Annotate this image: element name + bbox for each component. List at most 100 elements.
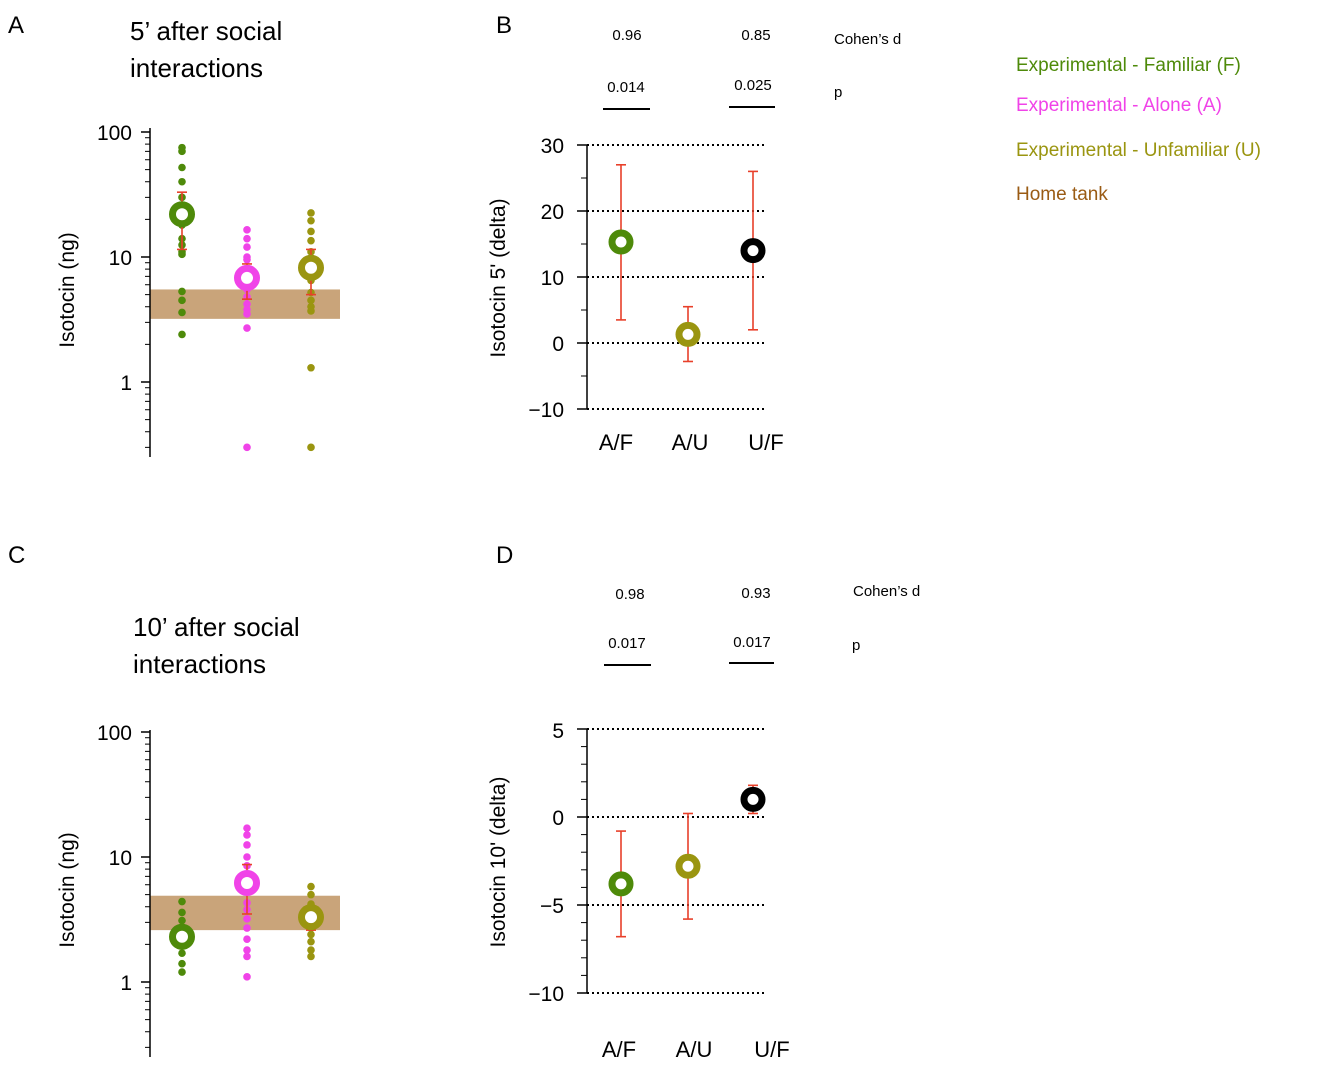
panel-b-tick-label-minus10: −10 <box>528 399 564 422</box>
panel-c-title-line2: interactions <box>133 649 266 679</box>
panel-a-mean-marker-a <box>234 264 260 291</box>
panel-a-y-axis-label: Isotocin (ng) <box>56 232 79 348</box>
panel-a-point-a <box>243 300 251 308</box>
panel-a-mean-marker-f <box>169 201 195 228</box>
panel-a-point-u <box>307 296 315 305</box>
panel-a-plot <box>141 128 340 457</box>
panel-d-tick-label-5: 5 <box>552 720 564 743</box>
panel-c-point-u <box>307 930 315 939</box>
panel-b-cohens-d-uf: 0.85 <box>741 27 770 44</box>
panel-b-effect-marker-uf <box>740 238 766 264</box>
panel-letter-c: C <box>8 542 25 569</box>
panel-c-point-a <box>243 841 251 849</box>
panel-d-cohens-d-af: 0.98 <box>615 586 644 603</box>
panel-c-point-a <box>243 824 251 832</box>
panel-a-point-a <box>243 243 251 251</box>
panel-b-p-value-uf: 0.025 <box>734 77 772 94</box>
panel-b-x-label-uf: U/F <box>748 430 783 455</box>
panel-d-tick-label-0: 0 <box>552 807 564 830</box>
panel-a-point-u <box>307 209 315 217</box>
panel-a-point-f <box>178 330 186 339</box>
panel-d-x-label-au: A/U <box>676 1037 713 1062</box>
panel-c-point-f <box>178 916 186 925</box>
panel-c-point-a <box>243 952 251 961</box>
panel-b-cohens-d-af: 0.96 <box>612 27 641 44</box>
panel-b-tick-label-0: 0 <box>552 333 564 356</box>
panel-c-point-a <box>243 853 251 861</box>
legend-entry-familiar: Experimental - Familiar (F) <box>1016 55 1241 76</box>
panel-a-point-f <box>178 250 186 259</box>
panel-c-point-a <box>243 935 251 943</box>
panel-c-point-f <box>178 949 186 957</box>
panel-c-title-line1: 10’ after social <box>133 612 300 642</box>
panel-c-plot <box>141 730 340 1057</box>
panel-letter-a: A <box>8 12 24 39</box>
panel-a-tick-label-100: 100 <box>97 122 132 145</box>
panel-a-point-a <box>243 324 251 332</box>
panel-c-tick-label-10: 10 <box>109 847 132 870</box>
panel-b-effect-marker-au <box>675 321 701 347</box>
panel-a-point-a <box>243 443 251 452</box>
panel-c-point-a <box>243 924 251 932</box>
panel-d-cohens-d-uf: 0.93 <box>741 585 770 602</box>
panel-a-point-a <box>243 226 251 234</box>
panel-b-p-label: p <box>834 84 842 101</box>
panel-d-effect-marker-au <box>675 853 701 879</box>
panel-c-point-a <box>243 973 251 981</box>
panel-a-point-u <box>307 236 315 245</box>
panel-b-tick-label-10: 10 <box>541 267 564 290</box>
panel-b-p-value-af: 0.014 <box>607 79 645 96</box>
panel-b-tick-label-30: 30 <box>541 135 564 158</box>
panel-c-point-f <box>178 897 186 906</box>
panel-d-tick-label-minus10: −10 <box>528 983 564 1006</box>
panel-a-title-line2: interactions <box>130 53 263 83</box>
panel-d-p-value-uf: 0.017 <box>733 634 771 651</box>
panel-letter-b: B <box>496 12 512 39</box>
panel-a-point-f <box>178 147 186 156</box>
panel-a-point-a <box>243 234 251 243</box>
panel-a-point-a <box>243 310 251 318</box>
panel-d-effect-marker-af <box>608 871 634 897</box>
panel-a-point-a <box>243 255 251 264</box>
panel-b-x-label-af: A/F <box>599 430 633 455</box>
panel-a-title-line1: 5’ after social <box>130 16 282 46</box>
panel-d-y-axis-label: Isotocin 10' (delta) <box>487 777 510 948</box>
panel-c-point-u <box>307 890 315 899</box>
legend-entry-alone: Experimental - Alone (A) <box>1016 95 1222 116</box>
panel-c-mean-marker-f <box>169 923 195 950</box>
panel-a-point-f <box>178 287 186 296</box>
panel-a-mean-marker-u <box>298 254 324 281</box>
legend-entry-home-tank: Home tank <box>1016 184 1108 205</box>
panel-d-p-label: p <box>852 637 860 654</box>
panel-d-p-value-af: 0.017 <box>608 635 646 652</box>
panel-c-point-u <box>307 882 315 891</box>
panel-a-point-f <box>178 296 186 305</box>
panel-a-point-u <box>307 443 315 452</box>
panel-letter-d: D <box>496 542 513 569</box>
panel-c-tick-label-1: 1 <box>120 972 132 995</box>
panel-d-effect-marker-uf <box>740 786 766 812</box>
panel-b-effect-marker-af <box>608 229 634 255</box>
panel-a-tick-label-1: 1 <box>120 372 132 395</box>
panel-c-y-axis-label: Isotocin (ng) <box>56 832 79 948</box>
panel-d-plot <box>577 728 766 994</box>
panel-d-cohens-d-label: Cohen’s d <box>853 583 920 600</box>
panel-d-x-label-uf: U/F <box>754 1037 789 1062</box>
panel-a-point-u <box>307 227 315 236</box>
panel-a-point-f <box>178 177 186 186</box>
panel-c-point-u <box>307 946 315 954</box>
panel-b-cohens-d-label: Cohen’s d <box>834 31 901 48</box>
panel-c-point-a <box>243 946 251 954</box>
panel-d-tick-label-minus5: −5 <box>540 895 564 918</box>
panel-d-x-label-af: A/F <box>602 1037 636 1062</box>
panel-c-point-a <box>243 831 251 839</box>
panel-a-point-u <box>307 216 315 225</box>
panel-c-point-u <box>307 937 315 946</box>
panel-c-mean-marker-u <box>298 904 324 931</box>
panel-c-point-a <box>243 915 251 923</box>
panel-b-plot <box>577 144 766 410</box>
panel-a-point-u <box>307 363 315 372</box>
panel-c-point-u <box>307 952 315 961</box>
panel-c-point-f <box>178 908 186 917</box>
